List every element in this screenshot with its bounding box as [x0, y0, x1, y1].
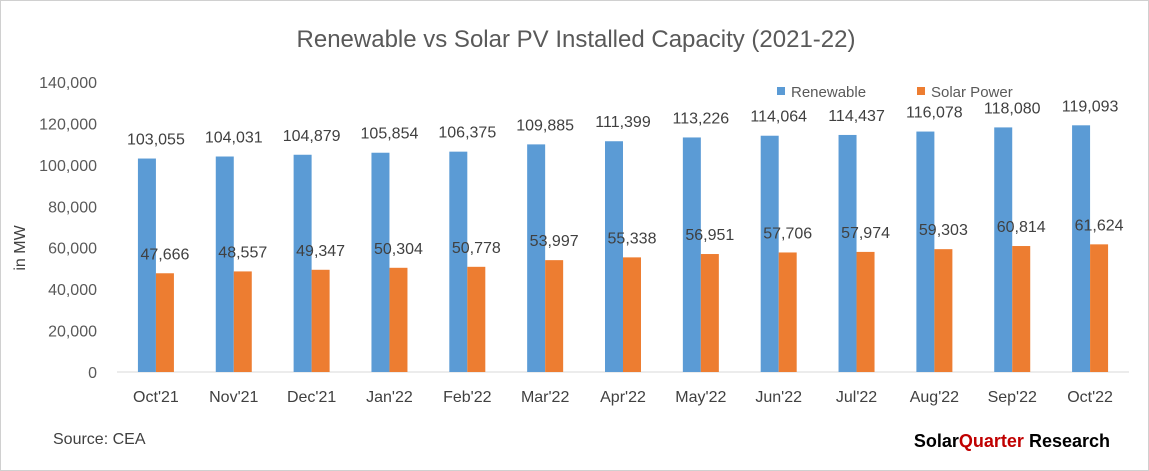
bar-renewable: [1072, 125, 1091, 372]
brand-part-2: Quarter: [958, 431, 1024, 451]
legend-label-renewable: Renewable: [791, 84, 866, 101]
data-label-solar: 47,666: [140, 246, 189, 263]
x-tick-label: Jul'22: [836, 389, 877, 406]
data-label-renewable: 114,437: [828, 108, 885, 125]
bars-group: [137, 125, 1109, 372]
data-label-renewable: 119,093: [1062, 98, 1119, 115]
data-label-renewable: 118,080: [984, 100, 1041, 117]
y-tick-label: 120,000: [39, 116, 97, 133]
bar-renewable: [293, 154, 312, 372]
data-label-renewable: 109,885: [516, 117, 574, 134]
y-tick-label: 140,000: [39, 75, 97, 92]
data-labels-group: 103,055 47,666 104,031 48,557 104,879 49,347 1…: [127, 98, 1124, 263]
y-axis-label: in MW: [12, 224, 29, 270]
bar-solar: [467, 266, 486, 372]
legend-label-solar: Solar Power: [931, 84, 1013, 101]
data-label-solar: 55,338: [608, 230, 657, 247]
bar-solar: [700, 254, 719, 372]
data-label-renewable: 111,399: [595, 114, 651, 131]
bar-renewable: [605, 141, 623, 372]
data-label-solar: 57,706: [763, 225, 812, 242]
data-label-solar: 56,951: [685, 227, 734, 244]
bar-renewable: [838, 134, 857, 372]
bar-solar: [778, 252, 797, 372]
bar-solar: [1012, 246, 1031, 372]
y-tick-label: 0: [88, 365, 97, 382]
data-label-solar: 57,974: [841, 225, 890, 242]
x-tick-label: Nov'21: [209, 389, 258, 406]
bar-solar: [233, 271, 252, 372]
x-axis-ticks: Oct'21 Nov'21 Dec'21 Jan'22 Feb'22 Mar'22 Apr'…: [133, 389, 1113, 406]
data-label-renewable: 104,879: [283, 128, 341, 145]
bar-solar: [311, 269, 330, 372]
bar-renewable: [916, 131, 935, 372]
bar-renewable: [527, 144, 546, 372]
data-label-renewable: 113,226: [673, 110, 730, 127]
x-tick-label: Jun'22: [755, 389, 802, 406]
bar-solar: [1090, 244, 1109, 372]
data-label-solar: 53,997: [530, 233, 579, 250]
chart-title: Renewable vs Solar PV Installed Capacity…: [297, 26, 856, 53]
legend-swatch-solar: [917, 87, 925, 95]
data-label-renewable: 116,078: [906, 105, 963, 122]
data-label-solar: 49,347: [296, 243, 345, 260]
x-tick-label: Feb'22: [443, 389, 492, 406]
data-label-renewable: 104,031: [205, 130, 263, 147]
data-label-renewable: 105,854: [361, 126, 419, 143]
x-tick-label: Aug'22: [910, 389, 959, 406]
y-tick-label: 100,000: [39, 158, 97, 175]
bar-renewable: [449, 151, 468, 372]
data-label-solar: 60,814: [997, 219, 1046, 236]
brand-part-3: Research: [1023, 431, 1110, 451]
y-tick-label: 60,000: [48, 241, 97, 258]
bar-solar: [623, 257, 641, 372]
data-label-solar: 50,304: [374, 241, 423, 258]
source-note: Source: CEA: [53, 431, 146, 448]
bar-solar: [856, 251, 875, 372]
data-label-solar: 50,778: [452, 240, 501, 257]
x-tick-label: Oct'22: [1067, 389, 1113, 406]
y-tick-label: 80,000: [48, 199, 97, 216]
brand-logo: SolarQuarter Research: [914, 431, 1110, 452]
data-label-renewable: 103,055: [127, 132, 185, 149]
bar-renewable: [137, 158, 156, 372]
bar-renewable: [215, 156, 234, 372]
legend: Renewable Solar Power: [777, 84, 1013, 101]
x-tick-label: Sep'22: [988, 389, 1037, 406]
x-tick-label: May'22: [675, 389, 726, 406]
data-label-renewable: 106,375: [438, 125, 496, 142]
x-tick-label: Jan'22: [366, 389, 413, 406]
data-label-solar: 61,624: [1075, 217, 1124, 234]
bar-solar: [389, 267, 408, 372]
x-tick-label: Dec'21: [287, 389, 336, 406]
x-tick-label: Mar'22: [521, 389, 570, 406]
bar-renewable: [760, 135, 779, 372]
data-label-renewable: 114,064: [750, 109, 807, 126]
x-tick-label: Apr'22: [600, 389, 646, 406]
x-tick-label: Oct'21: [133, 389, 179, 406]
brand-part-1: Solar: [913, 431, 959, 451]
bar-renewable: [994, 127, 1013, 372]
data-label-solar: 59,303: [919, 222, 968, 239]
y-axis-ticks: 0 20,000 40,000 60,000 80,000 100,000 120,000 1…: [39, 75, 97, 382]
bar-renewable: [682, 137, 701, 372]
bar-solar: [934, 249, 953, 372]
y-tick-label: 20,000: [48, 324, 97, 341]
y-tick-label: 40,000: [48, 282, 97, 299]
bar-solar: [545, 260, 564, 372]
bar-renewable: [371, 152, 390, 372]
bar-solar: [155, 273, 174, 372]
data-label-solar: 48,557: [218, 244, 267, 261]
legend-swatch-renewable: [777, 87, 785, 95]
